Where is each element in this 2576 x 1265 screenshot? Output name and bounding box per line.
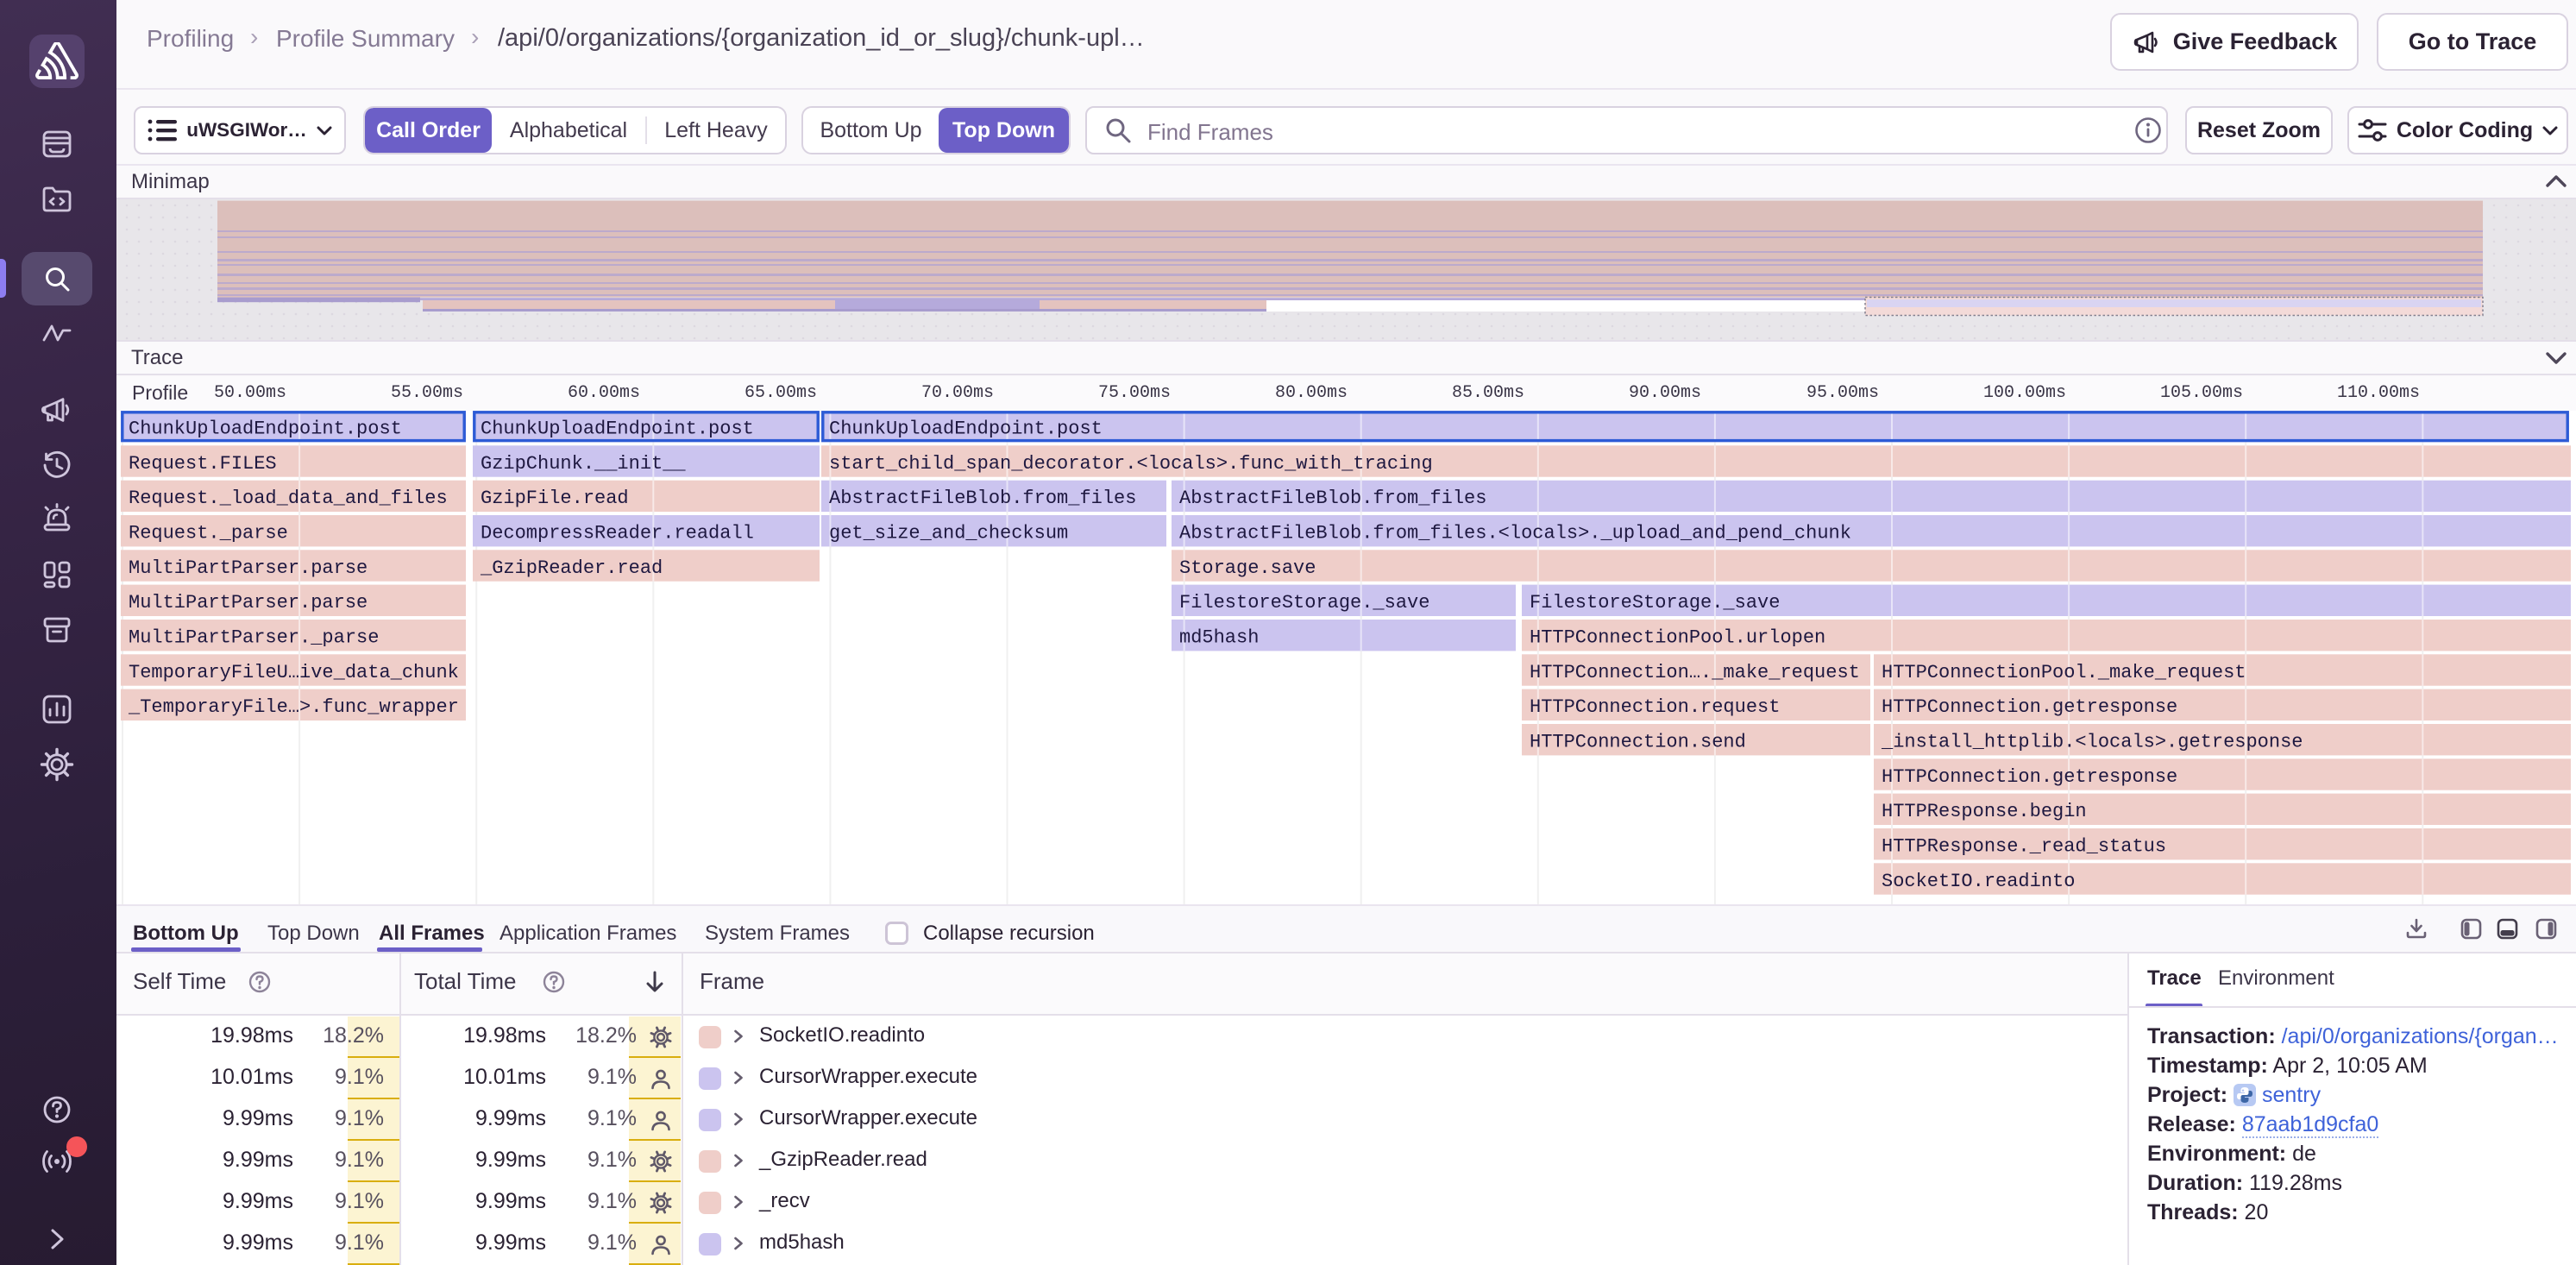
svg-text:GzipFile.read: GzipFile.read	[481, 488, 629, 509]
svg-text:HTTPConnection.send: HTTPConnection.send	[1530, 732, 1746, 753]
svg-text:HTTPConnectionPool.urlopen: HTTPConnectionPool.urlopen	[1530, 627, 1825, 649]
svg-text:AbstractFileBlob.from_files.<l: AbstractFileBlob.from_files.<locals>._up…	[1179, 523, 1851, 544]
svg-text:AbstractFileBlob.from_files: AbstractFileBlob.from_files	[1179, 488, 1486, 509]
svg-text:FilestoreStorage._save: FilestoreStorage._save	[1179, 592, 1429, 614]
svg-text:HTTPConnection.getresponse: HTTPConnection.getresponse	[1882, 766, 2177, 788]
svg-text:Request.FILES: Request.FILES	[129, 453, 277, 475]
svg-text:ChunkUploadEndpoint.post: ChunkUploadEndpoint.post	[481, 419, 754, 440]
svg-text:HTTPResponse.begin: HTTPResponse.begin	[1882, 801, 2087, 822]
svg-text:ChunkUploadEndpoint.post: ChunkUploadEndpoint.post	[829, 419, 1103, 440]
svg-text:_GzipReader.read: _GzipReader.read	[480, 557, 663, 579]
svg-text:HTTPConnectionPool._make_reque: HTTPConnectionPool._make_request	[1882, 662, 2246, 683]
svg-text:Storage.save: Storage.save	[1179, 557, 1316, 579]
svg-text:Request._load_data_and_files: Request._load_data_and_files	[129, 488, 448, 509]
svg-text:GzipChunk.__init__: GzipChunk.__init__	[481, 453, 686, 475]
svg-text:SocketIO.readinto: SocketIO.readinto	[1882, 871, 2075, 892]
svg-text:MultiPartParser.parse: MultiPartParser.parse	[129, 557, 368, 579]
svg-text:_TemporaryFile…>.func_wrapper: _TemporaryFile…>.func_wrapper	[128, 696, 459, 718]
svg-text:Request._parse: Request._parse	[129, 523, 288, 544]
svg-text:HTTPResponse._read_status: HTTPResponse._read_status	[1882, 836, 2166, 858]
svg-text:ChunkUploadEndpoint.post: ChunkUploadEndpoint.post	[129, 419, 402, 440]
svg-text:TemporaryFileU…ive_data_chunk: TemporaryFileU…ive_data_chunk	[129, 662, 459, 683]
svg-text:FilestoreStorage._save: FilestoreStorage._save	[1530, 592, 1780, 614]
svg-text:HTTPConnection.request: HTTPConnection.request	[1530, 696, 1780, 718]
svg-text:HTTPConnection…._make_request: HTTPConnection…._make_request	[1530, 662, 1860, 683]
svg-text:_install_httplib.<locals>.getr: _install_httplib.<locals>.getresponse	[1881, 732, 2303, 753]
svg-text:DecompressReader.readall: DecompressReader.readall	[481, 523, 754, 544]
svg-text:HTTPConnection.getresponse: HTTPConnection.getresponse	[1882, 696, 2177, 718]
svg-text:start_child_span_decorator.<lo: start_child_span_decorator.<locals>.func…	[829, 453, 1433, 475]
svg-text:md5hash: md5hash	[1179, 627, 1259, 649]
svg-text:MultiPartParser._parse: MultiPartParser._parse	[129, 627, 379, 649]
svg-text:MultiPartParser.parse: MultiPartParser.parse	[129, 592, 368, 614]
svg-text:get_size_and_checksum: get_size_and_checksum	[829, 523, 1068, 544]
svg-text:AbstractFileBlob.from_files: AbstractFileBlob.from_files	[829, 488, 1136, 509]
